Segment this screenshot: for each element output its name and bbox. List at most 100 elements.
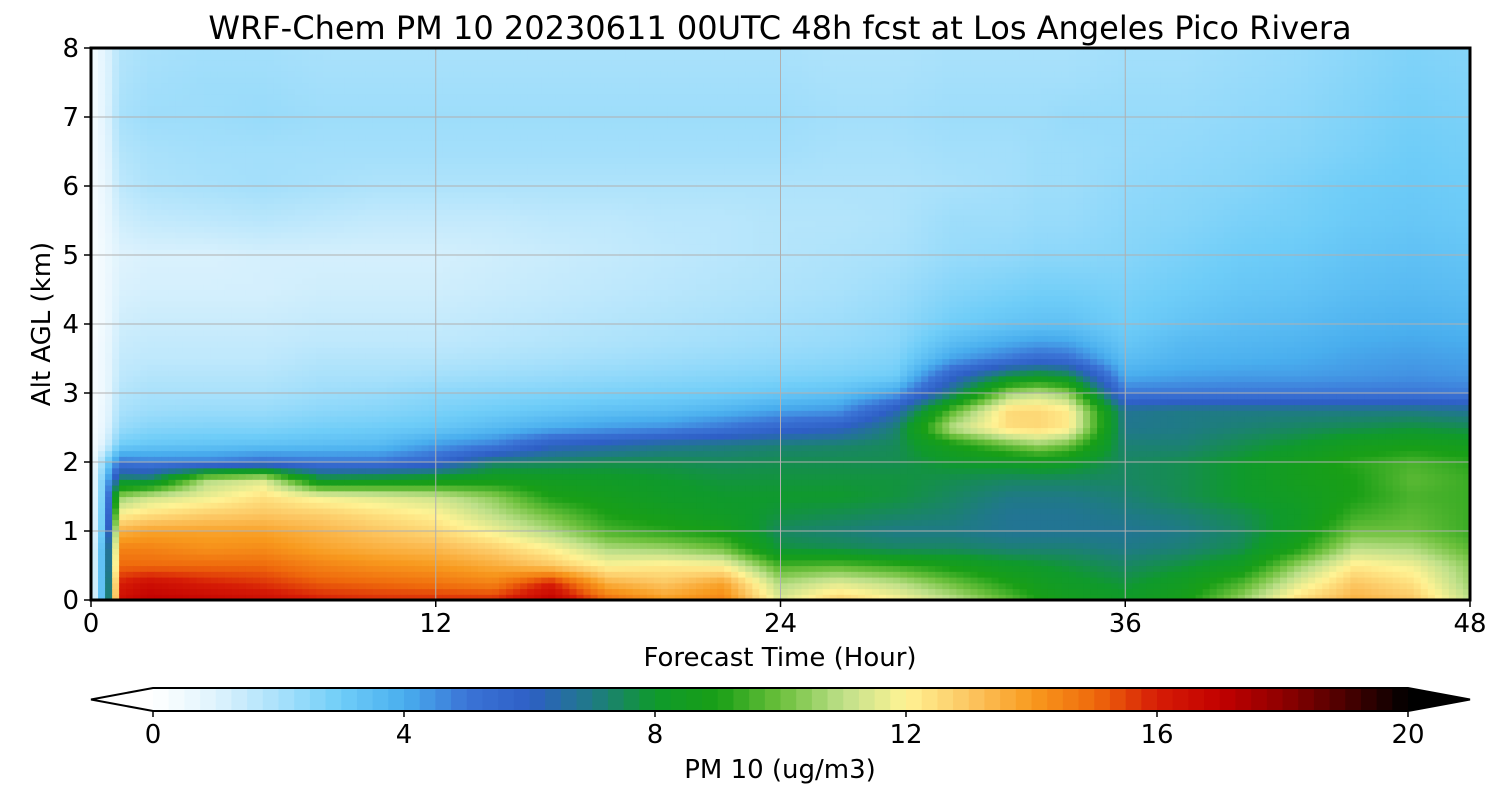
heatmap-cell: [302, 479, 310, 486]
heatmap-cell: [428, 88, 437, 95]
heatmap-cell: [154, 65, 162, 72]
heatmap-cell: [393, 462, 402, 469]
heatmap-cell: [126, 381, 134, 388]
heatmap-cell: [358, 180, 366, 187]
heatmap-cell: [351, 122, 359, 130]
heatmap-cell: [295, 427, 303, 434]
heatmap-cell: [351, 352, 359, 360]
heatmap-cell: [217, 295, 226, 302]
heatmap-cell: [309, 191, 317, 199]
heatmap-cell: [147, 525, 155, 532]
heatmap-cell: [231, 347, 240, 354]
heatmap-cell: [351, 462, 359, 469]
heatmap-cell: [224, 226, 233, 233]
heatmap-cell: [133, 105, 141, 112]
heatmap-cell: [154, 105, 162, 112]
heatmap-cell: [330, 203, 338, 210]
heatmap-cell: [126, 571, 134, 578]
heatmap-cell: [351, 502, 359, 509]
heatmap-cell: [372, 128, 381, 135]
heatmap-cell: [175, 232, 184, 239]
heatmap-cell: [112, 358, 120, 365]
heatmap-cell: [182, 111, 191, 118]
heatmap-cell: [330, 134, 338, 141]
heatmap-cell: [168, 312, 177, 319]
heatmap-cell: [112, 71, 120, 78]
heatmap-cell: [358, 410, 366, 417]
heatmap-cell: [259, 421, 268, 429]
heatmap-cell: [238, 128, 247, 135]
heatmap-cell: [428, 450, 437, 457]
heatmap-cell: [421, 111, 430, 118]
heatmap-cell: [400, 180, 409, 187]
heatmap-cell: [252, 485, 261, 492]
heatmap-cell: [365, 48, 374, 55]
heatmap-cell: [168, 508, 177, 515]
heatmap-cell: [126, 393, 134, 400]
heatmap-cell: [224, 312, 233, 319]
heatmap-cell: [309, 82, 317, 89]
heatmap-cell: [323, 370, 331, 377]
heatmap-cell: [224, 220, 233, 227]
heatmap-cell: [337, 594, 345, 601]
heatmap-cell: [189, 329, 198, 337]
heatmap-cell: [351, 324, 359, 331]
heatmap-cell: [245, 237, 254, 245]
heatmap-cell: [435, 508, 444, 515]
heatmap-cell: [351, 387, 359, 394]
heatmap-cell: [210, 370, 219, 377]
heatmap-cell: [400, 341, 409, 348]
heatmap-cell: [428, 352, 437, 360]
heatmap-cell: [203, 99, 212, 107]
heatmap-cell: [133, 375, 141, 383]
heatmap-cell: [133, 433, 141, 440]
heatmap-cell: [400, 283, 409, 291]
heatmap-cell: [393, 450, 402, 457]
heatmap-cell: [168, 94, 177, 101]
heatmap-cell: [435, 255, 444, 262]
heatmap-cell: [154, 295, 162, 302]
heatmap-cell: [133, 393, 141, 400]
heatmap-cell: [273, 295, 282, 302]
heatmap-cell: [168, 490, 177, 498]
heatmap-cell: [358, 117, 366, 124]
heatmap-cell: [154, 255, 162, 262]
heatmap-cell: [168, 278, 177, 285]
heatmap-cell: [168, 306, 177, 314]
heatmap-cell: [266, 398, 275, 406]
heatmap-cell: [224, 260, 233, 268]
heatmap-cell: [323, 542, 331, 549]
heatmap-cell: [309, 364, 317, 371]
heatmap-cell: [196, 450, 205, 457]
heatmap-cell: [238, 151, 247, 158]
heatmap-cell: [337, 65, 345, 72]
heatmap-cell: [421, 232, 430, 239]
heatmap-cell: [203, 312, 212, 319]
heatmap-cell: [147, 105, 155, 112]
heatmap-cell: [224, 410, 233, 417]
heatmap-cell: [182, 364, 191, 371]
heatmap-cell: [449, 439, 458, 446]
heatmap-cell: [344, 404, 352, 411]
heatmap-cell: [309, 289, 317, 296]
heatmap-cell: [309, 295, 317, 302]
heatmap-cell: [203, 255, 212, 262]
heatmap-cell: [309, 554, 317, 561]
heatmap-cell: [196, 117, 205, 124]
heatmap-cell: [421, 88, 430, 95]
heatmap-cell: [358, 151, 366, 158]
heatmap-cell: [379, 450, 388, 457]
heatmap-cell: [147, 335, 155, 342]
heatmap-cell: [182, 301, 191, 308]
heatmap-cell: [224, 214, 233, 222]
heatmap-cell: [351, 128, 359, 135]
heatmap-cell: [280, 364, 289, 371]
heatmap-cell: [161, 214, 169, 222]
heatmap-cell: [351, 59, 359, 66]
heatmap-cell: [407, 180, 416, 187]
heatmap-cell: [273, 450, 282, 457]
heatmap-cell: [288, 571, 296, 578]
heatmap-cell: [295, 301, 303, 308]
heatmap-cell: [280, 53, 289, 61]
heatmap-cell: [245, 203, 254, 210]
